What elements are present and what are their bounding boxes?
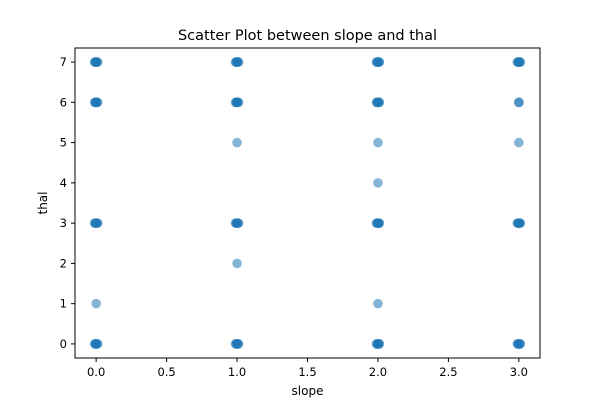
data-point-marker — [373, 178, 383, 188]
data-point — [371, 218, 385, 228]
plot-area — [74, 47, 541, 359]
data-point — [230, 339, 244, 349]
data-point-marker — [233, 339, 244, 349]
y-tick-label: 2 — [60, 256, 67, 270]
y-tick-label: 0 — [60, 337, 67, 351]
data-point-marker — [514, 137, 524, 148]
data-point — [89, 339, 103, 349]
data-point — [89, 57, 103, 67]
x-tick-label: 1.0 — [228, 365, 246, 379]
data-point-marker — [374, 97, 385, 108]
x-tick-label: 2.0 — [369, 365, 387, 379]
data-point-marker — [374, 339, 385, 349]
data-point — [513, 97, 524, 108]
x-tick-label: 1.5 — [298, 365, 316, 379]
y-tick-label: 1 — [60, 297, 67, 311]
data-point-marker — [232, 137, 242, 148]
data-point — [91, 298, 101, 309]
data-point — [89, 218, 103, 228]
data-point-marker — [233, 97, 244, 108]
data-point — [371, 97, 385, 108]
data-point — [89, 97, 103, 108]
data-point-marker — [91, 298, 101, 309]
x-axis-label: slope — [292, 384, 324, 398]
data-points — [89, 57, 526, 349]
data-point — [371, 339, 385, 349]
data-point-marker — [92, 339, 103, 349]
data-point — [232, 137, 242, 148]
data-point-marker — [373, 298, 383, 309]
chart-title: Scatter Plot between slope and thal — [178, 28, 437, 44]
data-point — [373, 178, 383, 188]
data-point-marker — [233, 57, 244, 67]
data-point-marker — [515, 339, 526, 349]
data-point-marker — [514, 97, 524, 108]
data-point-marker — [92, 218, 103, 228]
data-point — [512, 339, 526, 349]
y-tick-label: 6 — [60, 95, 67, 109]
data-point — [373, 298, 383, 309]
y-tick-label: 5 — [60, 136, 67, 150]
data-point — [512, 57, 526, 67]
y-tick-label: 4 — [60, 176, 67, 190]
data-point — [230, 218, 244, 228]
data-point-marker — [373, 137, 383, 148]
x-tick-label: 0.5 — [157, 365, 175, 379]
x-tick-label: 0.0 — [87, 365, 105, 379]
data-point-marker — [515, 57, 526, 67]
data-point — [373, 137, 383, 148]
x-tick-label: 3.0 — [510, 365, 528, 379]
data-point-marker — [92, 97, 103, 108]
x-tick-label: 2.5 — [439, 365, 457, 379]
x-axis-ticks: 0.0 0.5 1.0 1.5 2.0 2.5 3.0 — [87, 358, 528, 379]
data-point-marker — [92, 57, 103, 67]
data-point-marker — [232, 258, 242, 269]
data-point — [371, 57, 385, 67]
data-point — [230, 57, 244, 67]
data-point-marker — [374, 57, 385, 67]
data-point-marker — [233, 218, 244, 228]
plot-frame — [74, 47, 541, 359]
y-axis-ticks: 0 1 2 3 4 5 6 7 — [60, 55, 75, 351]
y-axis-label: thal — [36, 192, 50, 215]
y-tick-label: 7 — [60, 55, 67, 69]
y-tick-label: 3 — [60, 216, 67, 230]
data-point — [230, 97, 244, 108]
data-point — [514, 137, 524, 148]
data-point-marker — [374, 218, 385, 228]
data-point-marker — [515, 218, 526, 228]
data-point — [512, 218, 526, 228]
data-point — [232, 258, 242, 269]
